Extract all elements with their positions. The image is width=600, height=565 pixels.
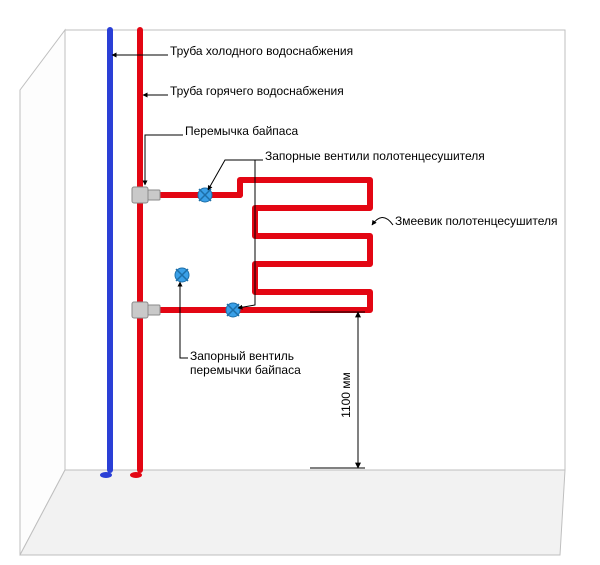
valve-0 — [198, 188, 212, 202]
label-text-hot_pipe: Труба горячего водоснабжения — [170, 84, 344, 98]
label-text-shut_valves: Запорные вентили полотенцесушителя — [265, 149, 485, 163]
cold-pipe-end — [100, 472, 112, 478]
label-text-cold_pipe: Труба холодного водоснабжения — [170, 44, 353, 58]
label-hot_pipe: Труба горячего водоснабжения — [143, 84, 344, 98]
label-text-bypass: Перемычка байпаса — [185, 124, 298, 138]
valve-2 — [175, 268, 189, 282]
label-coil: Змеевик полотенцесушителя — [372, 214, 558, 228]
valve-1 — [226, 303, 240, 317]
label-text-coil: Змеевик полотенцесушителя — [395, 214, 558, 228]
dimension-value: 1100 мм — [339, 372, 353, 418]
left-wall — [20, 30, 65, 555]
label-text-bypass_valve: Запорный вентиль — [190, 349, 294, 363]
hot-pipe-end — [130, 472, 142, 478]
floor — [20, 470, 565, 555]
svg-text:перемычки байпаса: перемычки байпаса — [190, 363, 301, 377]
